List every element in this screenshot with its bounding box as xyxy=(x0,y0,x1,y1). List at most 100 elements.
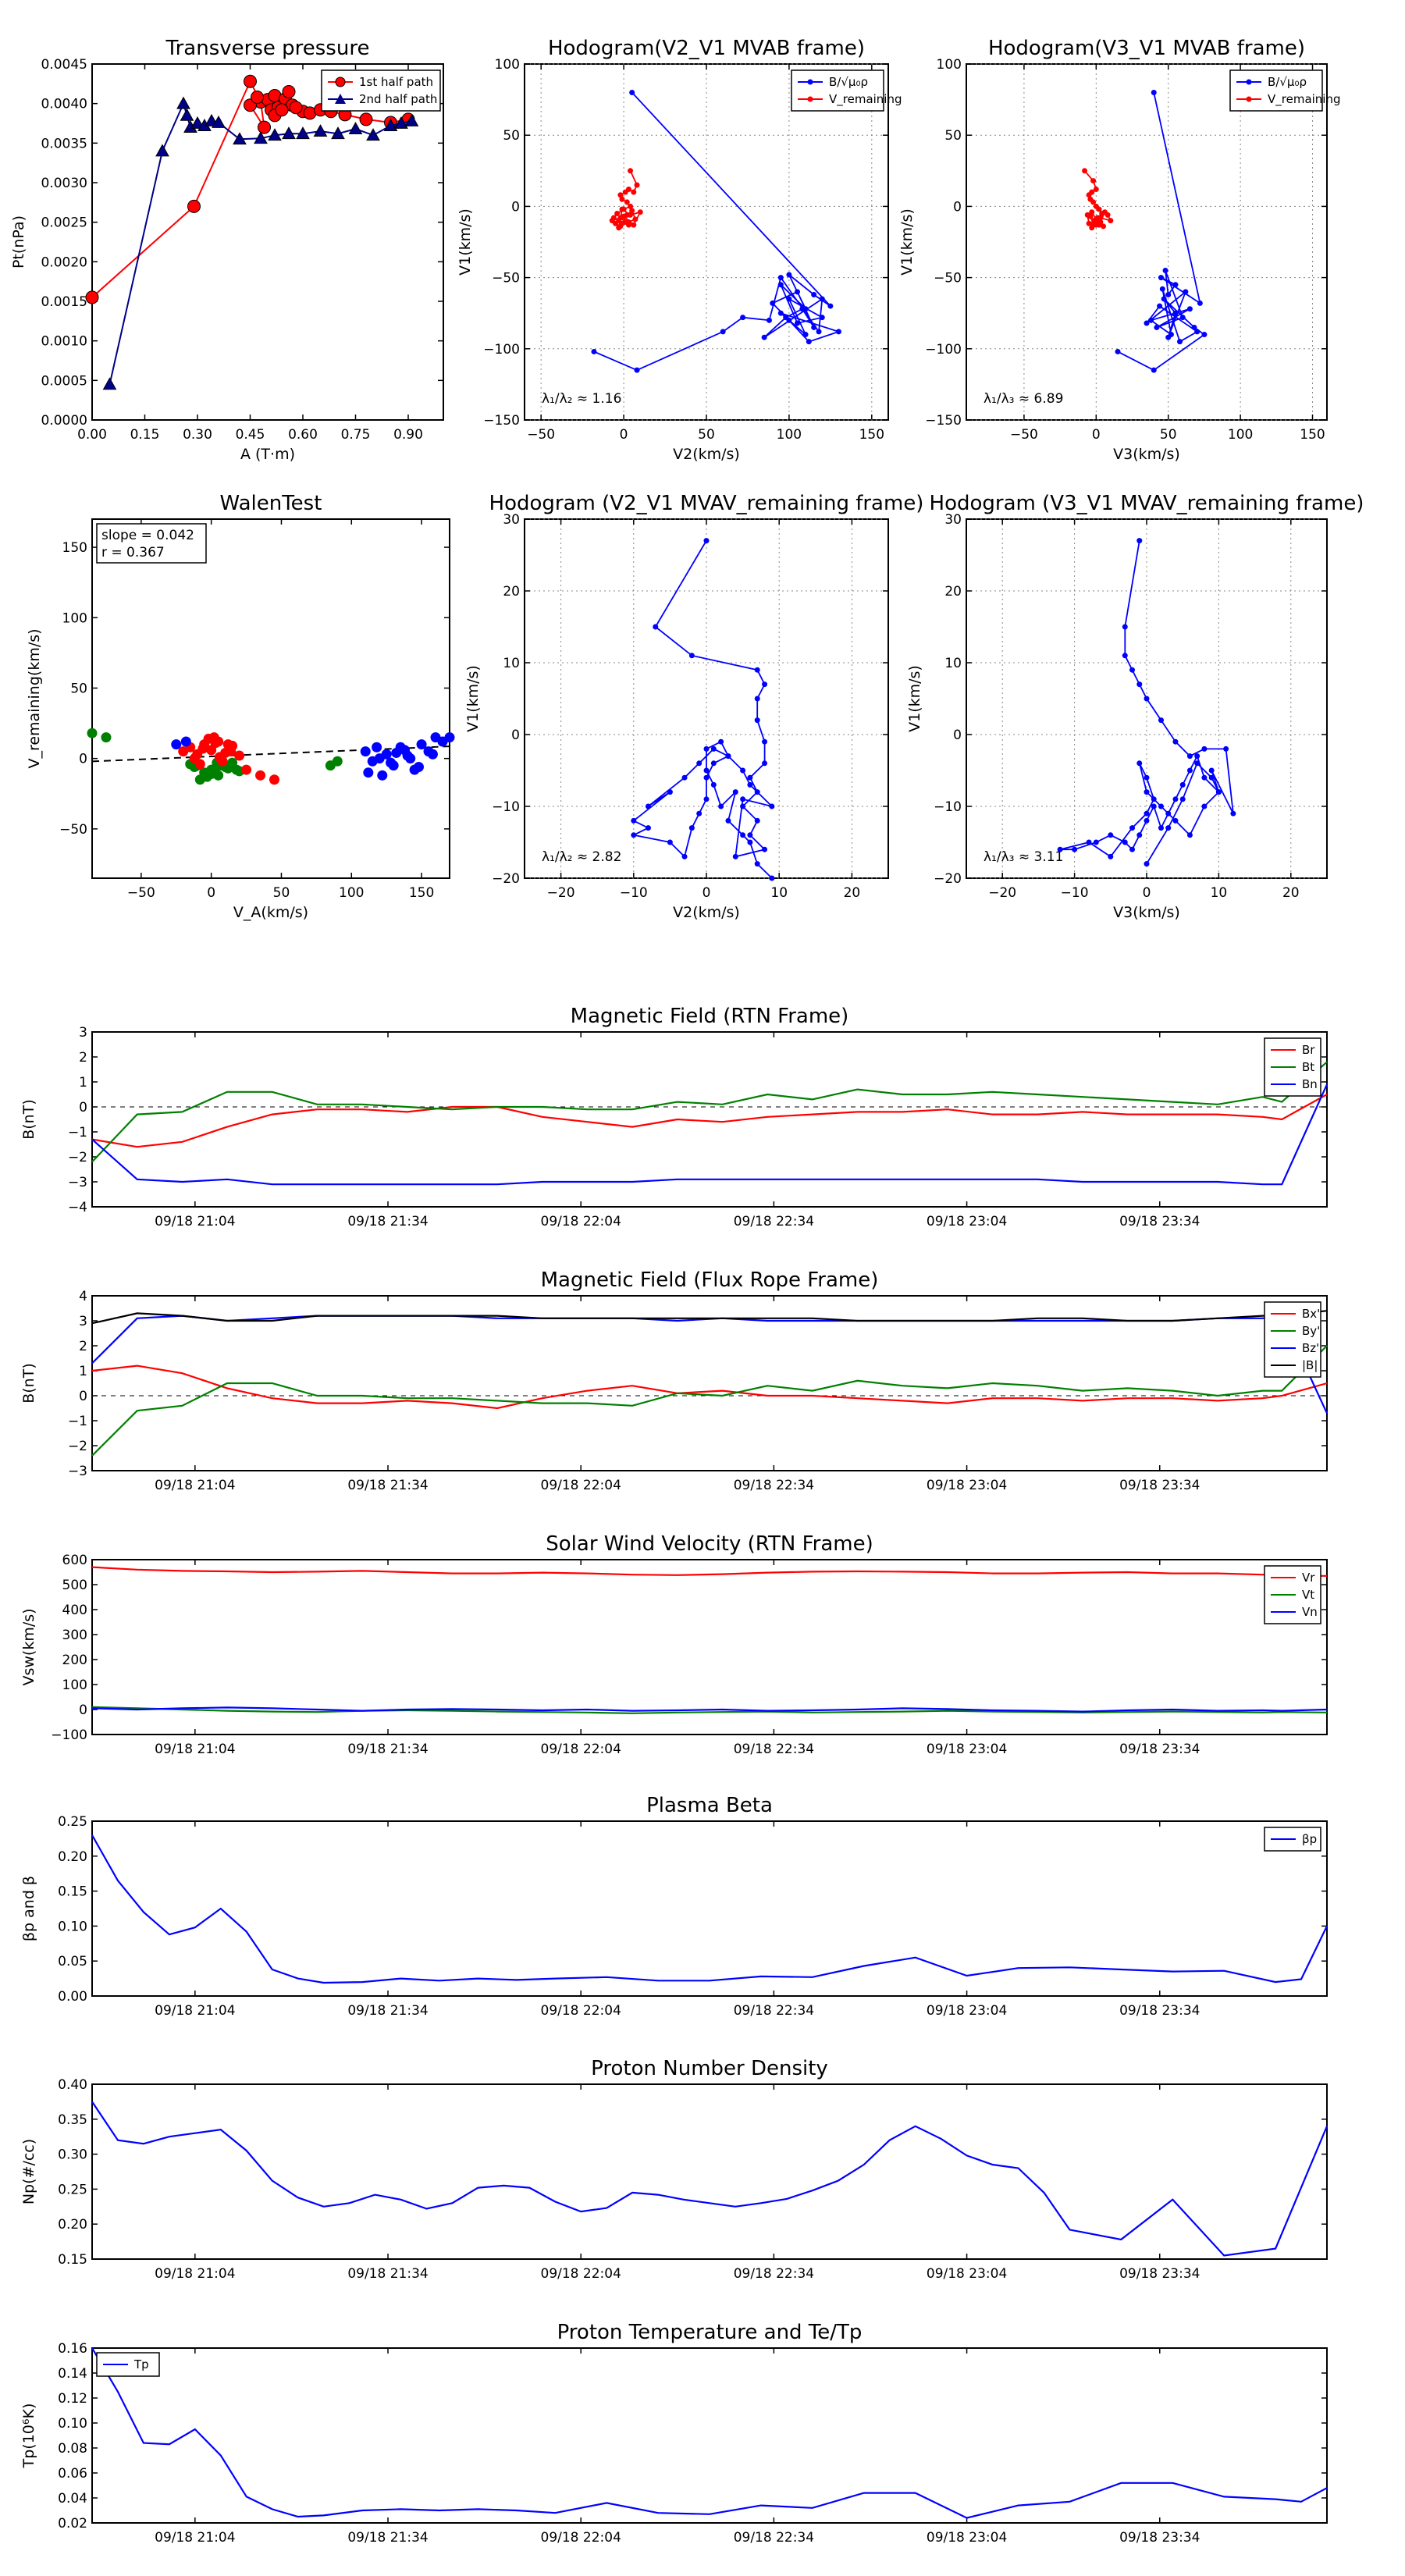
h3-series-marker-0 xyxy=(710,781,717,788)
h4-series-marker-0 xyxy=(1151,803,1157,809)
vsw-legend-label: Vn xyxy=(1302,1605,1318,1619)
h1-series-marker-1 xyxy=(637,209,643,215)
h3-series-marker-0 xyxy=(732,853,738,859)
h1-legend-box xyxy=(791,69,884,112)
h1-series-marker-0 xyxy=(835,329,841,335)
h2-series-marker-0 xyxy=(1115,348,1121,354)
tp-series-marker-1 xyxy=(102,377,117,390)
h1-series-marker-1 xyxy=(609,218,615,224)
h2-series-marker-0 xyxy=(1186,306,1193,312)
wt-points-2 xyxy=(180,736,191,747)
tp-series-marker-1 xyxy=(296,126,310,140)
h4-series-marker-0 xyxy=(1129,825,1136,831)
h3-xtick-label: −10 xyxy=(620,885,648,901)
vsw-ytick-label: 400 xyxy=(62,1603,87,1618)
h3-series-marker-0 xyxy=(747,832,753,838)
h3-series-marker-0 xyxy=(754,817,760,824)
wt-annotation-box xyxy=(96,523,207,564)
h1-series-marker-0 xyxy=(766,317,772,323)
wt-points-1 xyxy=(255,770,266,781)
wt-points-1 xyxy=(222,739,233,750)
tp-series-line-0 xyxy=(91,79,409,298)
h3-series-marker-0 xyxy=(747,839,753,845)
h1-ytick-label: 50 xyxy=(503,128,520,144)
brtn-ytick-label: −1 xyxy=(68,1125,87,1140)
h2-series-marker-0 xyxy=(1157,303,1163,309)
bfr-xtick-label: 09/18 22:34 xyxy=(734,1478,814,1493)
tp-xlabel: A (T·m) xyxy=(240,446,295,463)
h1-legend-label: V_remaining xyxy=(829,92,902,107)
wt-points-1 xyxy=(197,743,208,754)
h4-series-marker-0 xyxy=(1136,681,1143,688)
wt-annotation-slope: slope = 0.042 xyxy=(101,528,194,543)
tp-xtick-label: 09/18 22:34 xyxy=(734,2530,814,2546)
tp-series-line-1 xyxy=(108,101,412,385)
tp-xtick-label: 0.60 xyxy=(288,427,318,443)
wt-frame xyxy=(91,518,450,879)
h1-series-marker-1 xyxy=(614,211,621,217)
h4-series-marker-0 xyxy=(1208,774,1215,781)
h4-series-marker-0 xyxy=(1108,853,1114,859)
h3-series-marker-0 xyxy=(703,538,710,544)
h3-series-marker-0 xyxy=(762,760,768,767)
wt-ylabel: V_remaining(km/s) xyxy=(26,628,43,768)
h1-series-marker-0 xyxy=(811,324,817,330)
tp-frame xyxy=(91,63,444,421)
wt-points-0 xyxy=(206,769,217,780)
tp-series-marker-0 xyxy=(359,112,373,126)
h3-series-marker-0 xyxy=(754,789,760,795)
bfr-title: Magnetic Field (Flux Rope Frame) xyxy=(541,1268,879,1292)
bfr-ytick-label: −3 xyxy=(68,1464,87,1479)
h3-series-marker-0 xyxy=(645,803,651,809)
h2-legend-label: V_remaining xyxy=(1268,92,1341,107)
h2-xtick-label: 150 xyxy=(1300,427,1325,443)
tp-ytick-label: 0.0025 xyxy=(41,215,87,231)
wt-points-2 xyxy=(416,739,427,750)
wt-fit-line xyxy=(91,745,450,763)
panel-tp: 09/18 21:04 09/18 21:34 09/18 22:04 09/18 2… xyxy=(20,2321,1328,2546)
h4-title: Hodogram (V3_V1 MVAV_remaining frame) xyxy=(930,492,1364,515)
bfr-legend-label: By' xyxy=(1302,1324,1320,1338)
vsw-frame xyxy=(91,1559,1328,1735)
beta-xtick-label: 09/18 22:34 xyxy=(734,2003,814,2019)
h2-legend-marker xyxy=(1246,96,1252,102)
h4-series-marker-0 xyxy=(1093,839,1099,845)
panel-h2: −50 0 50 100 150 −150 −100 −50 0 50 100 Hodogram(V3… xyxy=(898,37,1341,463)
h1-ytick-label: −100 xyxy=(483,342,520,358)
h1-series-marker-1 xyxy=(631,222,637,228)
np-xtick-label: 09/18 21:34 xyxy=(347,2266,428,2282)
h1-series-marker-0 xyxy=(819,315,825,321)
brtn-ylabel: B(nT) xyxy=(20,1099,37,1140)
h4-series-marker-0 xyxy=(1165,810,1172,817)
h1-series-line-0 xyxy=(593,91,841,372)
tp-series-marker-0 xyxy=(85,290,99,304)
h3-series-marker-0 xyxy=(762,738,768,745)
brtn-ytick-label: 3 xyxy=(79,1025,87,1041)
h3-series-marker-0 xyxy=(762,846,768,852)
h4-series-marker-0 xyxy=(1057,846,1063,852)
bfr-ytick-label: 3 xyxy=(79,1314,87,1329)
vsw-series-1 xyxy=(91,1706,1328,1714)
h2-series-marker-1 xyxy=(1093,187,1099,193)
tp-series-marker-1 xyxy=(348,122,363,134)
tp-frame xyxy=(91,2347,1328,2524)
bfr-ytick-label: −2 xyxy=(68,1439,87,1454)
h4-xtick-label: 20 xyxy=(1282,885,1300,901)
h2-series-marker-0 xyxy=(1148,317,1154,323)
h1-series-marker-1 xyxy=(634,182,640,188)
tp-xtick-label: 0.45 xyxy=(236,427,265,443)
np-ytick-label: 0.30 xyxy=(58,2147,87,2163)
h3-series-marker-0 xyxy=(740,832,746,838)
h1-series-marker-0 xyxy=(634,367,640,373)
h2-series-marker-1 xyxy=(1087,213,1094,219)
wt-ytick-label: 150 xyxy=(62,540,87,556)
h2-series-marker-0 xyxy=(1144,320,1150,326)
vsw-xtick-label: 09/18 23:04 xyxy=(927,1742,1007,1757)
h4-series-marker-0 xyxy=(1186,832,1193,838)
h2-ytick-label: 50 xyxy=(944,128,962,144)
wt-xtick-label: 150 xyxy=(409,885,434,901)
h1-series-marker-0 xyxy=(795,289,800,295)
wt-xtick-label: 100 xyxy=(339,885,364,901)
h2-series-marker-1 xyxy=(1097,215,1104,221)
h3-series-marker-0 xyxy=(703,774,710,781)
